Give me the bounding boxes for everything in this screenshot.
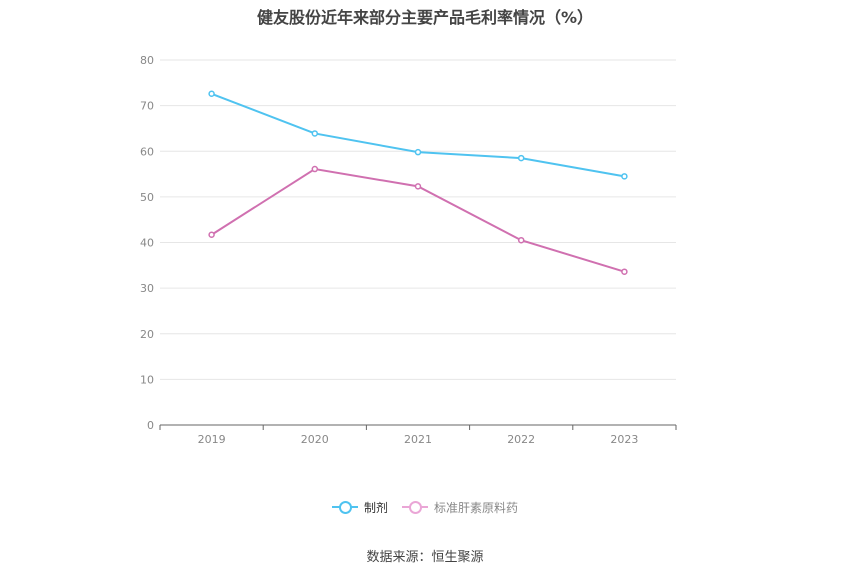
data-source: 数据来源：恒生聚源 (366, 550, 484, 565)
y-tick-label-40: 40 (140, 237, 154, 250)
data-point-s0-2023 (621, 173, 628, 180)
x-tick-label-2021: 2021 (404, 433, 432, 446)
legend: 制剂 标准肝素原料药 (0, 497, 850, 517)
y-tick-label-50: 50 (140, 191, 154, 204)
legend-swatch-heparin-api (402, 500, 428, 514)
series-line-0 (211, 92, 625, 178)
legend-item-zhiji[interactable]: 制剂 (331, 499, 388, 516)
y-tick-label-80: 80 (140, 54, 154, 67)
data-point-s0-2022 (517, 154, 525, 162)
legend-label-heparin-api: 标准肝素原料药 (434, 500, 519, 515)
y-tick-label-60: 60 (140, 145, 154, 158)
data-point-s1-2020 (311, 165, 319, 173)
data-point-s1-2019 (208, 231, 215, 238)
data-point-s1-2021 (414, 183, 422, 190)
data-point-s0-2019 (208, 90, 215, 98)
x-tick-label-2022: 2022 (507, 433, 535, 446)
x-tick-label-2023: 2023 (610, 433, 638, 446)
legend-label-zhiji: 制剂 (363, 500, 388, 515)
y-tick-label-0: 0 (147, 419, 154, 432)
data-point-s0-2021 (414, 148, 422, 156)
series-lines (208, 90, 628, 275)
axes (159, 424, 677, 430)
y-tick-label-70: 70 (140, 100, 154, 113)
chart-title: 健友股份近年来部分主要产品毛利率情况（%） (256, 8, 594, 27)
legend-item-heparin-api[interactable]: 标准肝素原料药 (402, 499, 518, 516)
y-tick-label-30: 30 (140, 282, 154, 295)
data-point-s1-2022 (517, 236, 525, 244)
tick-labels: 0 10 20 30 40 50 60 70 80 2019 2020 2021 2022 2023 (140, 54, 638, 446)
legend-swatch-zhiji (331, 500, 358, 514)
grid-lines (160, 59, 676, 380)
y-tick-label-20: 20 (140, 328, 154, 341)
data-point-s0-2020 (311, 130, 319, 137)
data-point-s1-2023 (621, 268, 628, 275)
x-tick-label-2019: 2019 (198, 433, 226, 446)
x-tick-label-2020: 2020 (301, 433, 329, 446)
y-tick-label-10: 10 (140, 373, 154, 386)
